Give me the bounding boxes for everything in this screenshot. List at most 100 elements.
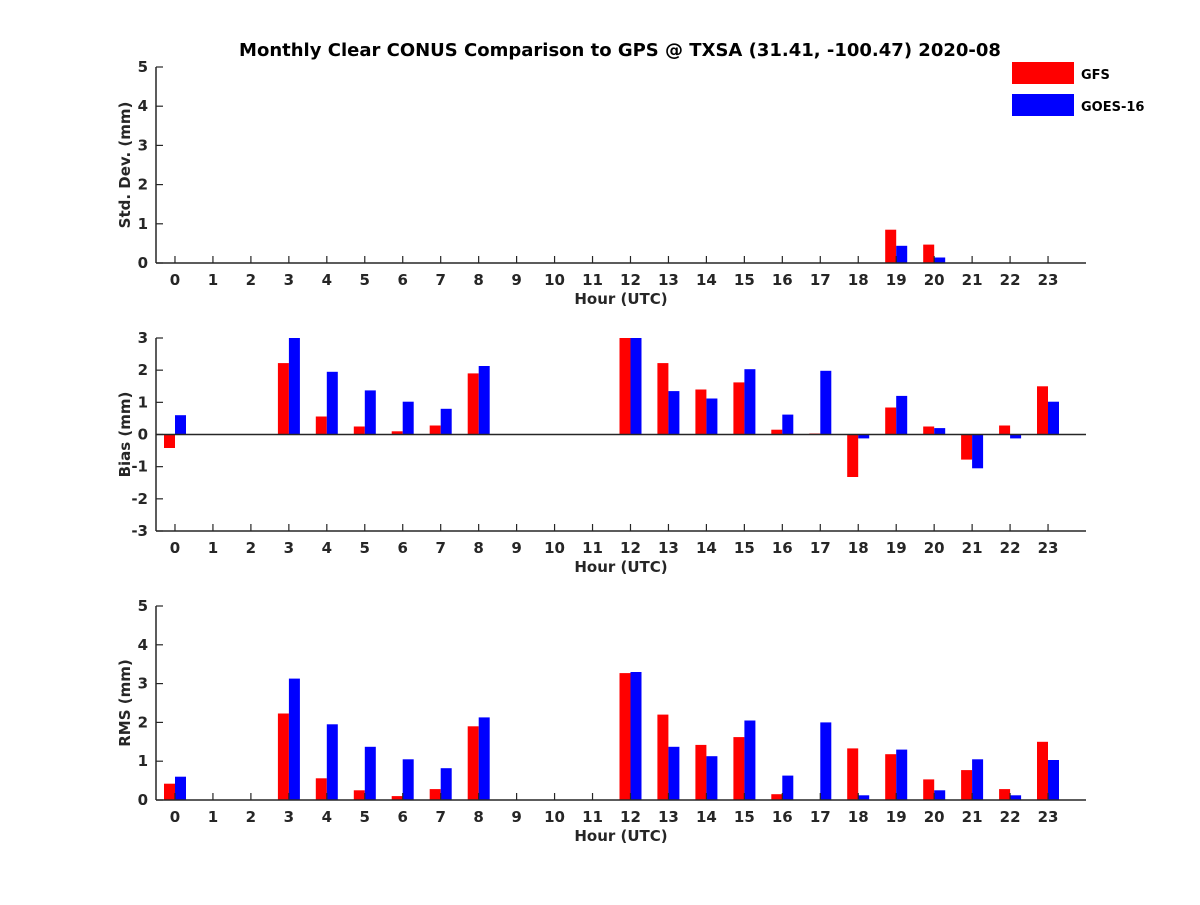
x-tick-label-rms: 23 xyxy=(1038,808,1059,826)
bar-bias-goes16-h23 xyxy=(1048,401,1059,435)
x-tick-label-bias: 16 xyxy=(772,539,793,557)
x-tick-label-bias: 18 xyxy=(848,539,869,557)
bar-rms-goes16-h20 xyxy=(934,790,946,800)
x-tick-label-rms: 4 xyxy=(322,808,332,826)
bar-rms-gfs-h18 xyxy=(847,748,859,800)
x-axis-label-stddev: Hour (UTC) xyxy=(574,290,667,308)
bar-bias-gfs-h6 xyxy=(391,431,403,435)
bar-rms-gfs-h8 xyxy=(467,726,479,800)
x-tick-label-stddev: 0 xyxy=(170,271,180,289)
x-tick-label-bias: 20 xyxy=(924,539,945,557)
x-tick-label-bias: 12 xyxy=(620,539,641,557)
y-tick-label-bias: 2 xyxy=(138,361,148,379)
bar-stddev-goes16-h20 xyxy=(934,257,946,263)
bar-stddev-gfs-h20 xyxy=(923,244,935,263)
bar-bias-gfs-h0 xyxy=(164,434,175,448)
bar-rms-gfs-h23 xyxy=(1037,741,1048,800)
legend-label-gfs: GFS xyxy=(1081,68,1110,83)
x-tick-label-rms: 6 xyxy=(398,808,408,826)
bar-bias-gfs-h23 xyxy=(1037,386,1048,435)
bar-bias-gfs-h20 xyxy=(923,426,935,435)
y-tick-label-rms: 4 xyxy=(138,636,148,654)
x-tick-label-rms: 20 xyxy=(924,808,945,826)
bar-rms-gfs-h14 xyxy=(695,744,707,800)
bar-rms-gfs-h15 xyxy=(733,737,745,800)
y-tick-label-bias: -2 xyxy=(131,490,148,508)
bar-rms-goes16-h21 xyxy=(972,759,984,800)
y-tick-label-rms: 0 xyxy=(138,791,148,809)
bar-rms-gfs-h7 xyxy=(429,789,441,800)
x-tick-label-rms: 12 xyxy=(620,808,641,826)
bar-rms-goes16-h19 xyxy=(896,749,908,800)
bar-bias-gfs-h5 xyxy=(353,426,365,435)
x-tick-label-stddev: 1 xyxy=(208,271,218,289)
bar-bias-goes16-h13 xyxy=(668,391,680,435)
y-tick-label-rms: 3 xyxy=(138,675,148,693)
legend-label-goes16: GOES-16 xyxy=(1081,100,1144,115)
y-axis-label-stddev: Std. Dev. (mm) xyxy=(116,102,134,229)
y-tick-label-bias: -3 xyxy=(131,522,148,540)
x-tick-label-stddev: 6 xyxy=(398,271,408,289)
x-tick-label-stddev: 12 xyxy=(620,271,641,289)
bar-bias-goes16-h15 xyxy=(744,369,756,435)
bar-stddev-goes16-h19 xyxy=(896,245,908,263)
bar-bias-goes16-h22 xyxy=(1010,434,1022,439)
bar-rms-goes16-h14 xyxy=(706,756,718,800)
bar-bias-goes16-h20 xyxy=(934,428,946,435)
x-tick-label-rms: 0 xyxy=(170,808,180,826)
x-tick-label-stddev: 21 xyxy=(962,271,983,289)
bar-bias-gfs-h4 xyxy=(315,416,327,435)
legend-swatch-gfs xyxy=(1012,62,1074,84)
x-tick-label-stddev: 16 xyxy=(772,271,793,289)
x-tick-label-rms: 14 xyxy=(696,808,717,826)
x-tick-label-rms: 21 xyxy=(962,808,983,826)
x-tick-label-stddev: 7 xyxy=(435,271,445,289)
bar-bias-gfs-h14 xyxy=(695,389,707,435)
x-tick-label-stddev: 17 xyxy=(810,271,831,289)
bar-rms-goes16-h5 xyxy=(364,746,376,800)
bar-rms-gfs-h20 xyxy=(923,779,935,800)
legend-swatch-goes16 xyxy=(1012,94,1074,116)
bar-rms-goes16-h12 xyxy=(630,672,642,800)
x-tick-label-rms: 8 xyxy=(473,808,483,826)
y-tick-label-stddev: 1 xyxy=(138,215,148,233)
x-tick-label-bias: 11 xyxy=(582,539,603,557)
x-tick-label-stddev: 8 xyxy=(473,271,483,289)
x-tick-label-bias: 9 xyxy=(511,539,521,557)
bar-bias-goes16-h18 xyxy=(858,434,870,439)
y-tick-label-stddev: 5 xyxy=(138,58,148,76)
x-tick-label-bias: 0 xyxy=(170,539,180,557)
y-tick-label-stddev: 2 xyxy=(138,176,148,194)
x-tick-label-rms: 2 xyxy=(246,808,256,826)
x-tick-label-rms: 1 xyxy=(208,808,218,826)
x-tick-label-stddev: 23 xyxy=(1038,271,1059,289)
bar-rms-gfs-h6 xyxy=(391,796,403,800)
legend: GFS GOES-16 xyxy=(1012,62,1144,116)
x-tick-label-stddev: 20 xyxy=(924,271,945,289)
bar-rms-goes16-h22 xyxy=(1010,795,1022,800)
bar-bias-gfs-h19 xyxy=(885,407,897,435)
x-tick-label-stddev: 11 xyxy=(582,271,603,289)
bar-rms-gfs-h0 xyxy=(164,783,175,800)
y-tick-label-rms: 2 xyxy=(138,713,148,731)
bar-bias-goes16-h5 xyxy=(364,390,376,435)
bar-bias-goes16-h17 xyxy=(820,370,832,435)
x-tick-label-rms: 19 xyxy=(886,808,907,826)
bar-bias-gfs-h22 xyxy=(999,425,1011,435)
x-tick-label-stddev: 13 xyxy=(658,271,679,289)
bar-bias-goes16-h21 xyxy=(972,434,984,469)
x-tick-label-bias: 8 xyxy=(473,539,483,557)
bar-rms-gfs-h19 xyxy=(885,754,897,800)
x-tick-label-rms: 18 xyxy=(848,808,869,826)
y-tick-label-bias: 0 xyxy=(138,426,148,444)
bar-bias-gfs-h16 xyxy=(771,429,783,435)
x-tick-label-stddev: 3 xyxy=(284,271,294,289)
bar-rms-gfs-h16 xyxy=(771,794,783,800)
x-tick-label-rms: 10 xyxy=(544,808,565,826)
bar-bias-goes16-h16 xyxy=(782,414,794,435)
